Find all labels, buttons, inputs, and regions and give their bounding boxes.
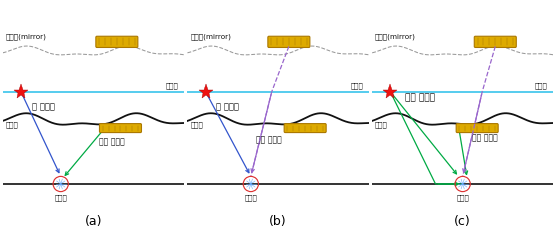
Text: 해저면(mirror): 해저면(mirror) [375, 34, 416, 40]
Text: 해저면: 해저면 [375, 121, 388, 128]
Text: (a): (a) [85, 215, 102, 228]
Text: 해수면: 해수면 [535, 83, 548, 89]
Text: 해수면: 해수면 [350, 83, 363, 89]
Text: 점 송신원: 점 송신원 [32, 102, 54, 112]
Text: 점 송신원: 점 송신원 [216, 102, 239, 112]
Text: 영상화: 영상화 [456, 195, 469, 201]
FancyBboxPatch shape [456, 124, 498, 133]
Text: 해저면(mirror): 해저면(mirror) [190, 34, 231, 40]
Text: (b): (b) [269, 215, 287, 228]
Text: 해저면: 해저면 [6, 121, 18, 128]
FancyBboxPatch shape [96, 36, 138, 48]
Text: (c): (c) [454, 215, 471, 228]
Text: 하향 파동장: 하향 파동장 [471, 133, 498, 142]
Text: 영상화: 영상화 [245, 195, 257, 201]
FancyBboxPatch shape [284, 124, 326, 133]
Text: 해저면: 해저면 [190, 121, 203, 128]
FancyBboxPatch shape [268, 36, 310, 48]
Text: 영상화: 영상화 [54, 195, 67, 201]
Text: 해수면: 해수면 [166, 83, 178, 89]
FancyBboxPatch shape [100, 124, 141, 133]
Text: 상향 파동장: 상향 파동장 [99, 137, 125, 146]
Text: 하향 파동장: 하향 파동장 [256, 135, 282, 144]
FancyBboxPatch shape [474, 36, 517, 48]
Text: 상향 파동장: 상향 파동장 [405, 93, 435, 102]
Text: 해저면(mirror): 해저면(mirror) [6, 34, 46, 40]
